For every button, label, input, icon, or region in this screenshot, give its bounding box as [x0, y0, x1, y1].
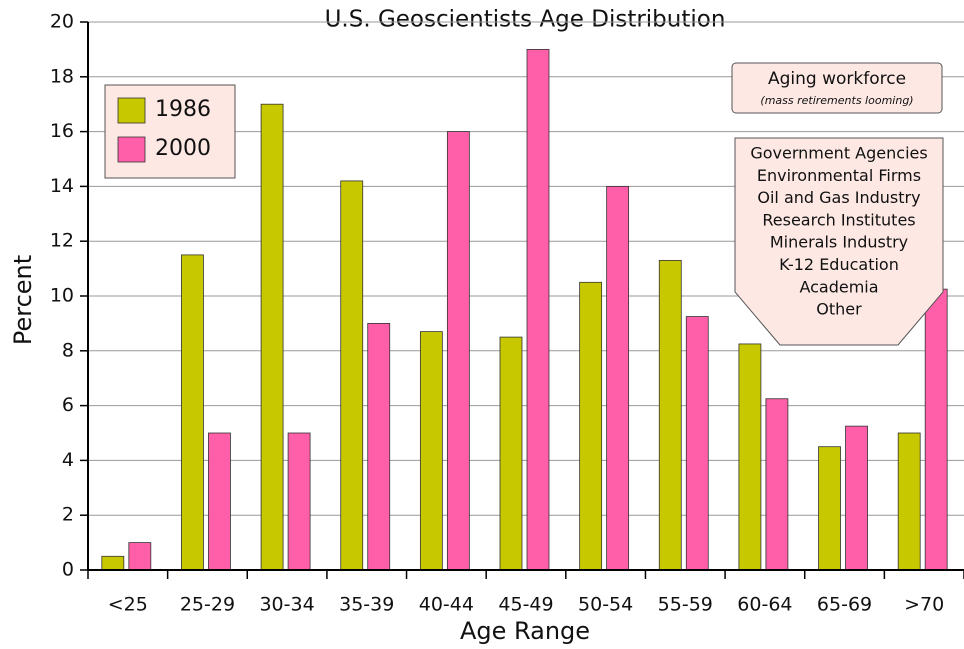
bar [446, 131, 470, 571]
bar [287, 432, 311, 571]
x-tick-label: 30-34 [259, 594, 314, 616]
y-tick-label: 16 [50, 120, 74, 142]
annotation-title: Aging workforce [768, 69, 906, 89]
x-axis-label: Age Range [460, 617, 590, 645]
bars [101, 49, 948, 571]
bar [340, 180, 364, 571]
chart-title: U.S. Geoscientists Age Distribution [325, 7, 726, 33]
sector-label: Oil and Gas Industry [757, 188, 920, 207]
sector-list: Government Agencies Environmental Firms Oi… [750, 144, 927, 319]
x-tick-label: 50-54 [578, 594, 633, 616]
x-tick-label: 60-64 [737, 594, 792, 616]
x-tick-label: <25 [108, 594, 148, 616]
bar [845, 425, 868, 571]
legend-swatch [117, 136, 146, 163]
y-tick-label: 8 [62, 339, 74, 361]
x-tick-label: 25-29 [180, 594, 235, 616]
bar [499, 336, 523, 571]
x-tick-label: 35-39 [339, 594, 394, 616]
sector-label: Research Institutes [762, 210, 915, 229]
bar [606, 185, 630, 571]
x-tick-label: 40-44 [419, 594, 474, 616]
annotation-box [731, 62, 943, 114]
bar [181, 254, 204, 571]
bar [658, 259, 682, 571]
x-tick-label: 45-49 [498, 594, 553, 616]
bar [897, 432, 921, 571]
y-tick-label: 20 [50, 11, 74, 33]
y-tick-label: 12 [50, 230, 74, 252]
sector-label: Environmental Firms [757, 166, 921, 185]
sector-label: Academia [799, 277, 878, 296]
bar [765, 398, 789, 571]
bar [101, 555, 125, 571]
y-tick-label: 2 [62, 504, 74, 526]
x-tick-label: 65-69 [817, 594, 872, 616]
legend-label: 2000 [155, 136, 211, 161]
bar [685, 316, 709, 571]
bar [579, 281, 603, 571]
annotation-subtitle: (mass retirements looming) [760, 94, 913, 107]
bar [738, 343, 762, 571]
y-tick-label: 6 [62, 394, 74, 416]
y-tick-label: 14 [50, 175, 74, 197]
bar [419, 331, 443, 571]
legend-label: 1986 [155, 97, 211, 122]
bar [367, 322, 391, 571]
y-tick-label: 0 [62, 559, 74, 581]
bar [526, 49, 550, 571]
y-tick-label: 18 [50, 65, 74, 87]
bar [128, 542, 152, 571]
legend-swatch [117, 97, 146, 124]
sector-label: Minerals Industry [770, 233, 908, 252]
x-tick-label: 55-59 [658, 594, 713, 616]
sector-label: Government Agencies [750, 144, 927, 163]
sector-box [734, 137, 944, 346]
bar [924, 288, 948, 571]
sector-label: K-12 Education [779, 255, 899, 274]
legend: 1986 2000 [117, 97, 211, 163]
y-axis-label: Percent [9, 255, 37, 345]
y-tick-label: 10 [50, 285, 74, 307]
bar [208, 432, 231, 571]
bar [818, 446, 841, 571]
y-tick-label: 4 [62, 449, 74, 471]
x-tick-label: >70 [904, 594, 944, 616]
bar [260, 103, 284, 571]
sector-label: Other [816, 300, 862, 319]
